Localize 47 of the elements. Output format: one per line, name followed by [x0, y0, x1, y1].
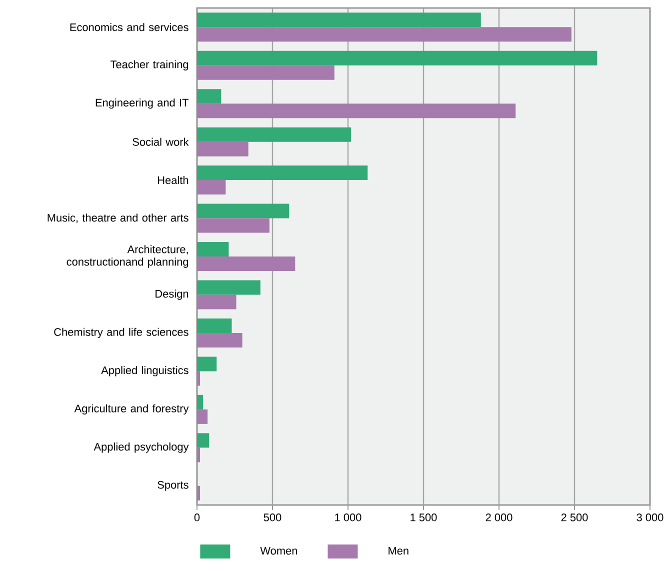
- x-tick-label: 0: [194, 514, 200, 522]
- y-tick-label: Health: [158, 176, 188, 184]
- y-tick-label: Agriculture and forestry: [74, 404, 189, 415]
- bar: [197, 65, 334, 80]
- y-tick-label: Music, theatre and other arts: [48, 214, 188, 223]
- bar: [197, 318, 232, 333]
- bar: [197, 332, 242, 348]
- bar: [197, 180, 226, 195]
- text: Men: [388, 546, 408, 555]
- bar: [197, 356, 217, 372]
- y-tick-label: Social work: [132, 138, 189, 146]
- y-tick-label: Architecture, constructionand planning: [66, 245, 188, 268]
- x-tick-label: 1 500: [410, 514, 437, 522]
- bar: [197, 371, 200, 386]
- bar: [197, 409, 208, 424]
- y-tick-label: Teacher training: [110, 60, 188, 70]
- y-tick-label: Applied psychology: [94, 442, 189, 453]
- bar: [197, 204, 290, 218]
- bar: [197, 448, 200, 462]
- bar: [197, 166, 368, 180]
- x-tick-label: 500: [264, 514, 282, 522]
- x-tick-label: 1 000: [335, 514, 362, 522]
- y-tick-label: Design: [156, 290, 188, 300]
- bar: [197, 280, 260, 295]
- bar: [197, 50, 598, 66]
- bar: [197, 127, 352, 142]
- text: Women: [260, 546, 298, 555]
- bar: [197, 218, 270, 233]
- y-tick-label: Economics and services: [70, 23, 188, 32]
- x-tick-label: 2 500: [561, 514, 588, 522]
- x-tick-label: 3 000: [636, 514, 664, 522]
- bar: [197, 27, 572, 42]
- y-tick-label: Applied linguistics: [101, 366, 188, 376]
- y-tick-label: Chemistry and life sciences: [54, 328, 188, 338]
- bar: [197, 104, 516, 118]
- bar: [197, 394, 204, 410]
- x-tick-label: 2 000: [486, 514, 512, 522]
- bar: [197, 256, 296, 272]
- bar: [197, 294, 236, 310]
- bar: [197, 433, 210, 448]
- bar: [197, 142, 248, 156]
- bar: [197, 242, 229, 257]
- y-tick-label: Engineering and IT: [96, 98, 189, 109]
- bar: [197, 12, 481, 28]
- y-tick-label: Sports: [158, 480, 188, 491]
- bar: [197, 486, 200, 500]
- bar: [197, 89, 222, 104]
